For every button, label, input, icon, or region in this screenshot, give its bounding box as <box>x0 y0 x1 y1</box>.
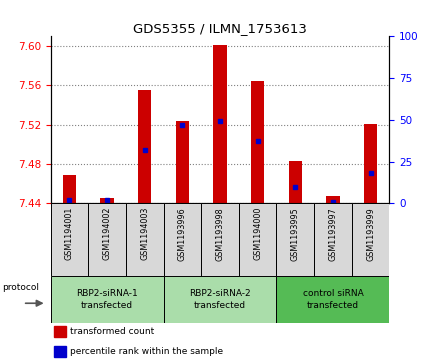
Text: RBP2-siRNA-2
transfected: RBP2-siRNA-2 transfected <box>189 289 251 310</box>
Text: RBP2-siRNA-1
transfected: RBP2-siRNA-1 transfected <box>76 289 138 310</box>
Bar <box>100 198 114 203</box>
Bar <box>213 45 227 203</box>
Text: GSM1194002: GSM1194002 <box>103 207 112 260</box>
Bar <box>176 121 189 203</box>
Bar <box>364 124 377 203</box>
Bar <box>51 276 164 323</box>
Text: GSM1193996: GSM1193996 <box>178 207 187 261</box>
Bar <box>276 203 314 276</box>
Bar <box>51 203 88 276</box>
Bar <box>164 276 276 323</box>
Text: GSM1193998: GSM1193998 <box>216 207 224 261</box>
Bar <box>54 326 66 337</box>
Bar <box>239 203 276 276</box>
Bar <box>63 175 76 203</box>
Title: GDS5355 / ILMN_1753613: GDS5355 / ILMN_1753613 <box>133 22 307 35</box>
Bar <box>276 276 389 323</box>
Text: control siRNA
transfected: control siRNA transfected <box>303 289 363 310</box>
Text: GSM1194001: GSM1194001 <box>65 207 74 260</box>
Text: transformed count: transformed count <box>70 327 154 335</box>
Bar <box>352 203 389 276</box>
Bar <box>126 203 164 276</box>
Bar <box>314 203 352 276</box>
Bar <box>138 90 151 203</box>
Bar <box>54 346 66 357</box>
Text: GSM1193999: GSM1193999 <box>366 207 375 261</box>
Text: protocol: protocol <box>3 283 40 292</box>
Text: GSM1194003: GSM1194003 <box>140 207 149 260</box>
Text: percentile rank within the sample: percentile rank within the sample <box>70 347 224 356</box>
Bar <box>201 203 239 276</box>
Bar <box>289 161 302 203</box>
Bar <box>164 203 201 276</box>
Text: GSM1193997: GSM1193997 <box>328 207 337 261</box>
Bar <box>88 203 126 276</box>
Bar <box>251 81 264 203</box>
Text: GSM1194000: GSM1194000 <box>253 207 262 260</box>
Bar <box>326 196 340 203</box>
Text: GSM1193995: GSM1193995 <box>291 207 300 261</box>
